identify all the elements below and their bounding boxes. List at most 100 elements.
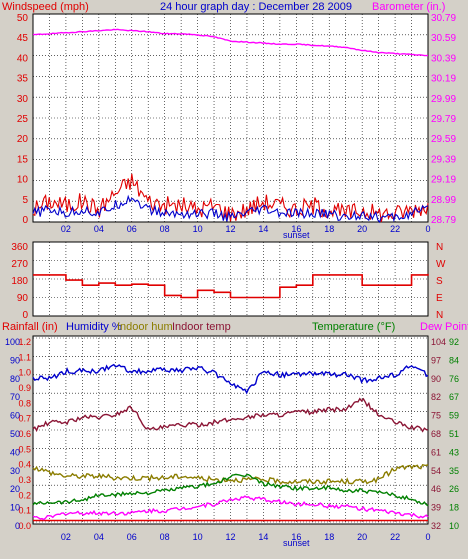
windspeed-title: Windspeed (mph) <box>2 1 89 13</box>
y-tick-label: 43 <box>449 447 459 457</box>
baro-axis-ticks: 30.79 30.59 30.39 30.19 29.99 29.79 29.59 29.39… <box>431 13 456 226</box>
y-tick-label: 28.99 <box>431 195 456 206</box>
y-tick-label: 0.8 <box>18 398 31 408</box>
y-tick-label: 32 <box>431 521 441 531</box>
x-tick-label: 06 <box>127 224 137 234</box>
y-tick-label: 59 <box>449 411 459 421</box>
series-line-humidity- <box>32 363 429 395</box>
y-tick-label: 82 <box>431 392 441 402</box>
y-tick-label: 46 <box>431 484 441 494</box>
y-tick-label: 26 <box>449 484 459 494</box>
y-tick-label: 29.99 <box>431 94 456 105</box>
y-tick-label: 0.5 <box>18 444 31 454</box>
y-tick-label: 30 <box>17 94 29 105</box>
indoor-hum-label: Indoor hum <box>117 321 173 333</box>
y-tick-label: 30.39 <box>431 53 456 64</box>
y-tick-label: 104 <box>431 337 446 347</box>
y-tick-label: 84 <box>449 355 459 365</box>
x-tick-label: 0 <box>425 532 430 542</box>
y-tick-label: 360 <box>11 242 28 253</box>
series-line-dew-point <box>32 495 429 521</box>
x-tick-label: 08 <box>160 532 170 542</box>
panel1-x-axis-ticks: 02 04 06 08 10 12 14 16 18 20 22 0 <box>61 224 431 234</box>
y-tick-label: 67 <box>449 392 459 402</box>
y-tick-label: 15 <box>17 154 29 165</box>
series-line-indoor-temp <box>32 397 429 433</box>
y-tick-label: 68 <box>431 429 441 439</box>
y-tick-label: 0 <box>15 521 20 531</box>
y-tick-label: 90 <box>10 355 20 365</box>
y-tick-label: 30 <box>10 466 20 476</box>
y-tick-label: W <box>436 259 446 270</box>
y-tick-label: 1.0 <box>18 368 31 378</box>
indoor-temp-label: Indoor temp <box>172 321 231 333</box>
y-tick-label: 92 <box>449 337 459 347</box>
climate-plot-area <box>32 335 429 525</box>
y-tick-label: 0.1 <box>18 506 31 516</box>
barometer-title: Barometer (in.) <box>372 1 445 13</box>
y-tick-label: 100 <box>5 337 20 347</box>
x-tick-label: 10 <box>193 224 203 234</box>
y-tick-label: 25 <box>17 114 29 125</box>
y-tick-label: 0.0 <box>18 521 31 531</box>
temperature-label: Temperature (°F) <box>312 321 395 333</box>
y-tick-label: 0.7 <box>18 414 31 424</box>
x-tick-label: 18 <box>324 224 334 234</box>
y-tick-label: 29.19 <box>431 175 456 186</box>
y-tick-label: 40 <box>10 447 20 457</box>
y-tick-label: 0.9 <box>18 383 31 393</box>
y-tick-label: 29.39 <box>431 154 456 165</box>
panel1-sunset-label: sunset <box>283 230 310 240</box>
x-tick-label: 02 <box>61 224 71 234</box>
y-tick-label: 29.79 <box>431 114 456 125</box>
y-tick-label: 40 <box>17 53 29 64</box>
x-tick-label: 16 <box>291 532 301 542</box>
y-tick-label: 270 <box>11 259 28 270</box>
series-line-wind-direction <box>33 273 429 299</box>
series-line-temperature-f- <box>32 473 429 507</box>
y-tick-label: S <box>436 276 443 287</box>
y-tick-label: N <box>436 242 443 253</box>
x-tick-label: 16 <box>291 224 301 234</box>
y-tick-label: 29.59 <box>431 134 456 145</box>
y-tick-label: 39 <box>431 503 441 513</box>
x-tick-label: 02 <box>61 532 71 542</box>
y-tick-label: 28.79 <box>431 215 456 226</box>
y-tick-label: 10 <box>17 175 29 186</box>
y-tick-label: 45 <box>17 33 29 44</box>
y-tick-label: 90 <box>431 374 441 384</box>
y-tick-label: 10 <box>10 503 20 513</box>
rainfall-label: Rainfall (in) <box>2 321 58 333</box>
y-tick-label: 5 <box>22 195 28 206</box>
y-tick-label: 90 <box>17 293 29 304</box>
y-tick-label: 30.19 <box>431 74 456 85</box>
x-tick-label: 22 <box>390 532 400 542</box>
y-tick-label: 30.79 <box>431 13 456 24</box>
x-tick-label: 12 <box>225 224 235 234</box>
y-tick-label: 35 <box>449 466 459 476</box>
y-tick-label: 18 <box>449 503 459 513</box>
y-tick-label: E <box>436 293 443 304</box>
series-line-barometer-in- <box>32 28 429 57</box>
y-tick-label: 0.4 <box>18 460 31 470</box>
y-tick-label: 75 <box>431 411 441 421</box>
x-tick-label: 20 <box>357 532 367 542</box>
x-tick-label: 0 <box>425 224 430 234</box>
y-tick-label: 60 <box>10 411 20 421</box>
x-tick-label: 08 <box>160 224 170 234</box>
y-tick-label: 50 <box>10 429 20 439</box>
climate-series <box>32 363 429 522</box>
x-tick-label: 04 <box>94 532 104 542</box>
x-tick-label: 14 <box>258 224 268 234</box>
climate-axis-ticks: 1.2 1.1 1.0 0.9 0.8 0.7 0.6 0.5 0.4 0.3 0.2 0.1 0.0 1… <box>5 337 459 531</box>
wind-baro-series <box>32 28 429 224</box>
y-tick-label: 50 <box>17 13 29 24</box>
wind-direction-ticks: 360 270 180 90 0 <box>11 242 28 321</box>
x-tick-label: 20 <box>357 224 367 234</box>
panel3-x-axis-ticks: 02 04 06 08 10 12 14 16 18 20 22 0 <box>61 532 431 542</box>
y-tick-label: 0.3 <box>18 475 31 485</box>
y-tick-label: 0 <box>22 310 28 321</box>
